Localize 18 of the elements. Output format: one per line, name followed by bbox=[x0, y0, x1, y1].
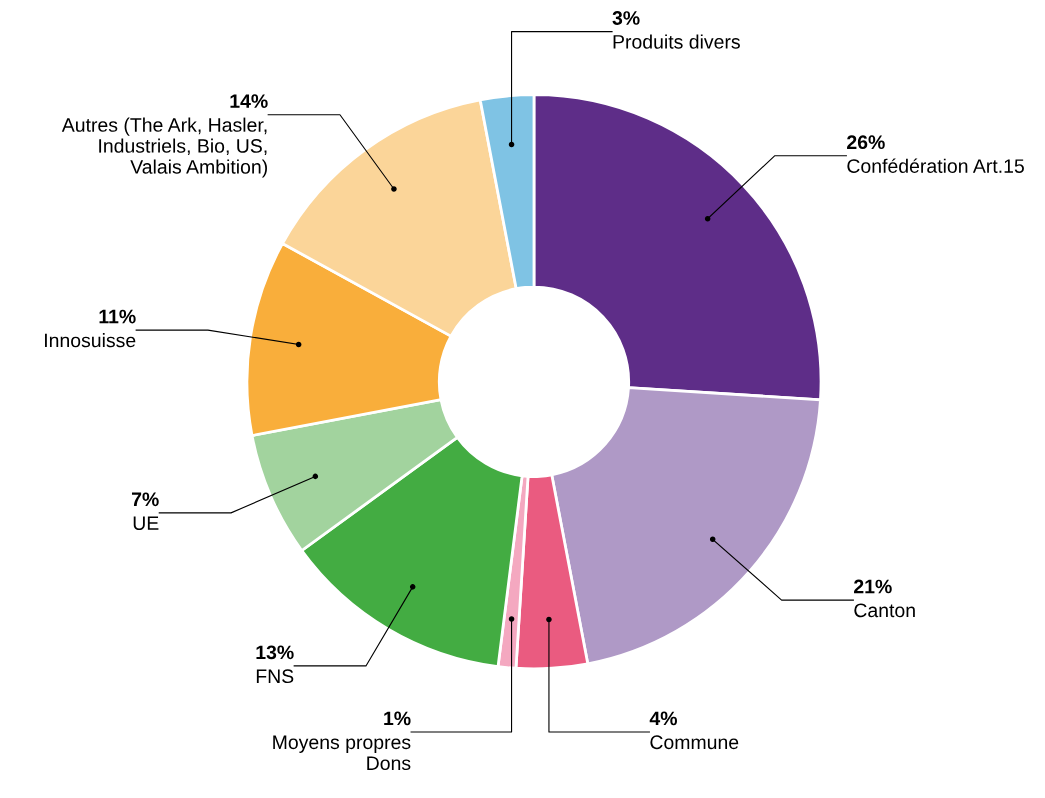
slice-label: FNS bbox=[256, 669, 294, 684]
slice-label: Produits divers bbox=[613, 34, 740, 49]
data-label: 26% bbox=[847, 135, 885, 150]
data-label: 13% bbox=[256, 645, 294, 660]
data-label: 21% bbox=[854, 579, 892, 594]
slice-label: UE bbox=[133, 516, 159, 531]
slice-label: Commune bbox=[650, 735, 739, 750]
slice-label: Confédération Art.15 bbox=[847, 158, 1024, 173]
slice-label: Moyens propres Dons bbox=[273, 735, 411, 771]
data-label: 11% bbox=[99, 309, 136, 324]
slice-label: Innosuisse bbox=[45, 333, 136, 348]
data-label: 7% bbox=[131, 492, 159, 507]
data-label: 3% bbox=[612, 11, 640, 25]
slice-label: Autres (The Ark, Hasler, Industriels, Bio, US, Valais Ambition) bbox=[61, 117, 267, 178]
data-label: 1% bbox=[384, 711, 411, 726]
data-label: 4% bbox=[649, 711, 677, 726]
slice-label: Canton bbox=[854, 603, 915, 618]
data-label: 14% bbox=[230, 94, 268, 108]
